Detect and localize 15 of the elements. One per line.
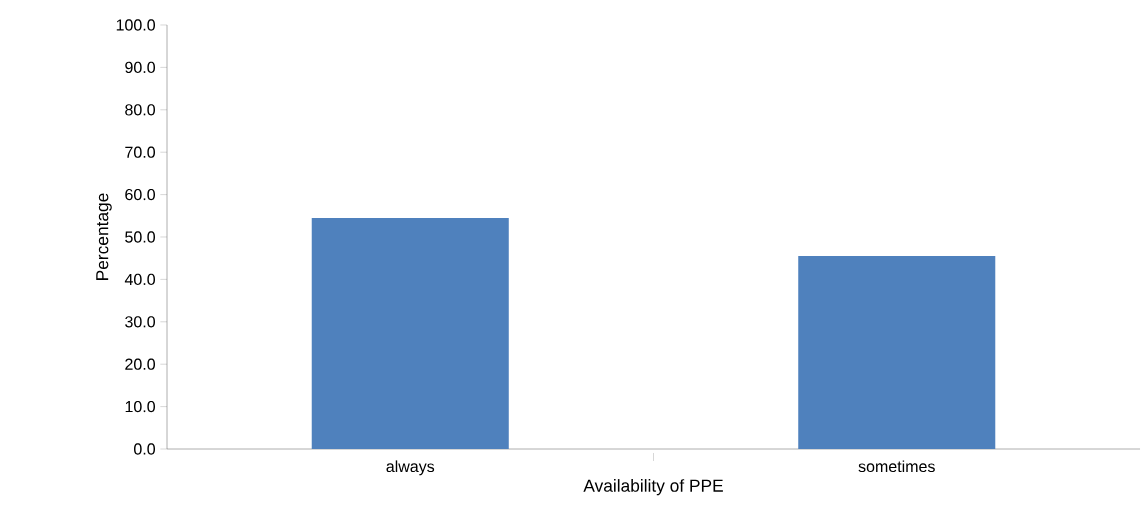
y-tick-label: 0.0 [134,443,156,455]
y-tick-label: 10.0 [125,400,156,413]
y-tick-label: 30.0 [125,316,156,328]
y-tick-label: 60.0 [125,188,156,201]
y-tick-label: 20.0 [125,358,156,370]
x-axis-title: Availability of PPE [583,479,723,496]
x-tick-label: sometimes [858,460,935,473]
y-tick-label: 50.0 [125,231,156,243]
y-tick-label: 80.0 [125,104,156,116]
y-tick-label: 70.0 [125,146,156,158]
y-axis-title: Percentage [96,193,112,280]
y-tick-label: 100.0 [116,19,155,31]
y-tick-label: 40.0 [124,273,156,286]
x-tick-label: always [386,460,435,476]
y-tick-label: 90.0 [125,61,156,74]
